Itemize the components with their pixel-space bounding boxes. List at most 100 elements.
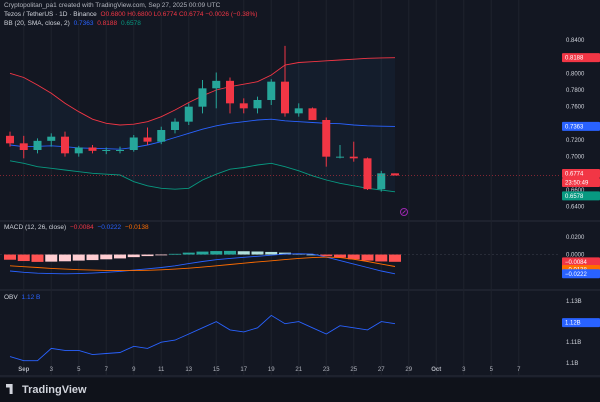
date-tick-label: 13 bbox=[185, 367, 192, 373]
bb-basis-value: 0.7363 bbox=[73, 20, 94, 27]
price-tick-label: 0.7200 bbox=[566, 138, 585, 144]
grid-lines bbox=[0, 0, 600, 377]
macd-line-value: −0.0222 bbox=[97, 224, 122, 231]
date-tick-label: 3 bbox=[50, 367, 54, 373]
macd-histogram-bar bbox=[155, 254, 168, 256]
macd-histogram-bar bbox=[334, 254, 346, 258]
macd-histogram-bar bbox=[251, 251, 264, 255]
date-tick-label: 11 bbox=[158, 367, 165, 373]
candle-body bbox=[391, 173, 399, 176]
macd-hist-value: −0.0084 bbox=[69, 224, 94, 231]
bb-legend: BB (20, SMA, close, 2) 0.7363 0.8188 0.6… bbox=[4, 20, 141, 27]
macd-histogram-bar bbox=[100, 254, 113, 260]
chart-canvas[interactable]: 0.8400 0.8000 0.7800 0.7600 0.7200 0.7000 0.66… bbox=[0, 0, 600, 378]
macd-signal-line bbox=[9, 256, 396, 272]
price-tick-label: 0.7000 bbox=[566, 155, 585, 161]
date-tick-label: 15 bbox=[213, 367, 220, 373]
price-tag-bg bbox=[562, 178, 600, 187]
date-tick-label: 19 bbox=[268, 367, 275, 373]
price-tag: 0.6774 bbox=[565, 172, 584, 178]
candle-body bbox=[322, 120, 331, 157]
candle-body bbox=[198, 88, 207, 107]
candlestick-series bbox=[0, 45, 560, 192]
date-axis: Sep 3 5 7 9 11 13 15 17 19 21 23 25 27 29 Oct 3 5 7 bbox=[18, 367, 521, 373]
candle-body bbox=[157, 130, 166, 142]
date-tick-label: 7 bbox=[517, 367, 521, 373]
tradingview-logo-icon bbox=[6, 384, 13, 394]
candle-body bbox=[226, 80, 234, 104]
price-tick-label: 0.7600 bbox=[566, 105, 585, 111]
obv-line bbox=[9, 314, 396, 362]
macd-histogram-bar bbox=[141, 254, 154, 257]
candle-body bbox=[6, 135, 14, 144]
macd-histogram-bar bbox=[86, 254, 99, 261]
macd-histogram-bar bbox=[347, 254, 360, 260]
macd-tick-label: 0.0000 bbox=[566, 253, 585, 259]
price-tag-bg bbox=[562, 121, 600, 131]
obv-tag-bg bbox=[562, 318, 600, 328]
obv-value: 1.12 B bbox=[21, 294, 41, 301]
date-tick-label: 9 bbox=[132, 367, 136, 373]
obv-tick-label: 1.13B bbox=[566, 299, 582, 305]
candle-body bbox=[61, 136, 69, 154]
price-tag-bg bbox=[562, 53, 600, 63]
bb-upper-value: 0.8188 bbox=[97, 20, 118, 27]
candle-body bbox=[116, 150, 124, 151]
date-tick-label: 25 bbox=[350, 367, 357, 373]
macd-histogram-bar bbox=[210, 251, 223, 255]
macd-histogram-bar bbox=[306, 254, 319, 256]
macd-histogram-bar bbox=[127, 254, 140, 258]
candle-body bbox=[294, 108, 303, 114]
macd-histogram-bar bbox=[196, 251, 209, 255]
candle-body bbox=[47, 136, 56, 141]
candle-body bbox=[184, 106, 193, 122]
macd-histogram-bar bbox=[320, 254, 333, 257]
price-tick-label: 0.6600 bbox=[566, 188, 585, 194]
ohlc-values: O0.6800 H0.6800 L0.6774 C0.6774 −0.0026 … bbox=[100, 11, 258, 18]
macd-pane bbox=[0, 250, 560, 275]
date-tick-label: 3 bbox=[462, 367, 466, 373]
tradingview-logo[interactable]: TradingView bbox=[6, 384, 87, 396]
candle-body bbox=[308, 108, 317, 120]
candle-body bbox=[253, 100, 262, 109]
candle-body bbox=[88, 147, 97, 151]
macd-histogram-bar bbox=[182, 252, 195, 255]
macd-histogram-bar bbox=[361, 254, 374, 261]
macd-tick-label: 0.0200 bbox=[566, 235, 585, 241]
macd-tag-bg bbox=[562, 257, 600, 267]
macd-histogram-bar bbox=[72, 254, 85, 261]
macd-histogram-bar bbox=[114, 254, 126, 259]
date-tick-label: 21 bbox=[295, 367, 302, 373]
obv-tick-label: 1.11B bbox=[566, 340, 581, 346]
price-tag: 0.7363 bbox=[565, 124, 584, 130]
macd-histogram-bar bbox=[224, 250, 236, 255]
macd-histogram-bar bbox=[279, 252, 291, 255]
candle-body bbox=[239, 103, 248, 109]
bb-lower-line bbox=[9, 160, 396, 193]
candle-body bbox=[212, 80, 221, 89]
candle-body bbox=[349, 156, 358, 159]
obv-legend: OBV 1.12 B bbox=[4, 294, 40, 301]
bb-label: BB (20, SMA, close, 2) bbox=[4, 20, 70, 27]
candle-body bbox=[171, 121, 179, 130]
symbol-legend: Tezos / TetherUS · 1D · Binance O0.6800 … bbox=[4, 11, 257, 18]
candle-body bbox=[336, 156, 344, 158]
price-tag: 23:50:49 bbox=[565, 181, 589, 187]
chart-credit: Cryptopolitan_pa1 created with TradingVi… bbox=[4, 2, 221, 9]
obv-tag: 1.12B bbox=[565, 321, 581, 327]
candle-body bbox=[363, 158, 372, 190]
candle-body bbox=[129, 137, 138, 150]
macd-tag-bg bbox=[562, 269, 600, 279]
macd-histogram-bar bbox=[389, 254, 401, 262]
price-tag-bg bbox=[562, 191, 600, 201]
alert-icon[interactable] bbox=[400, 208, 408, 216]
macd-histogram-bar bbox=[45, 254, 58, 262]
date-tick-label: 27 bbox=[378, 367, 385, 373]
macd-tag: −0.0222 bbox=[565, 272, 588, 278]
macd-histogram-bar bbox=[265, 251, 278, 255]
macd-histogram-bar bbox=[169, 253, 181, 255]
price-tick-label: 0.6400 bbox=[566, 205, 585, 211]
candle-body bbox=[377, 173, 386, 190]
